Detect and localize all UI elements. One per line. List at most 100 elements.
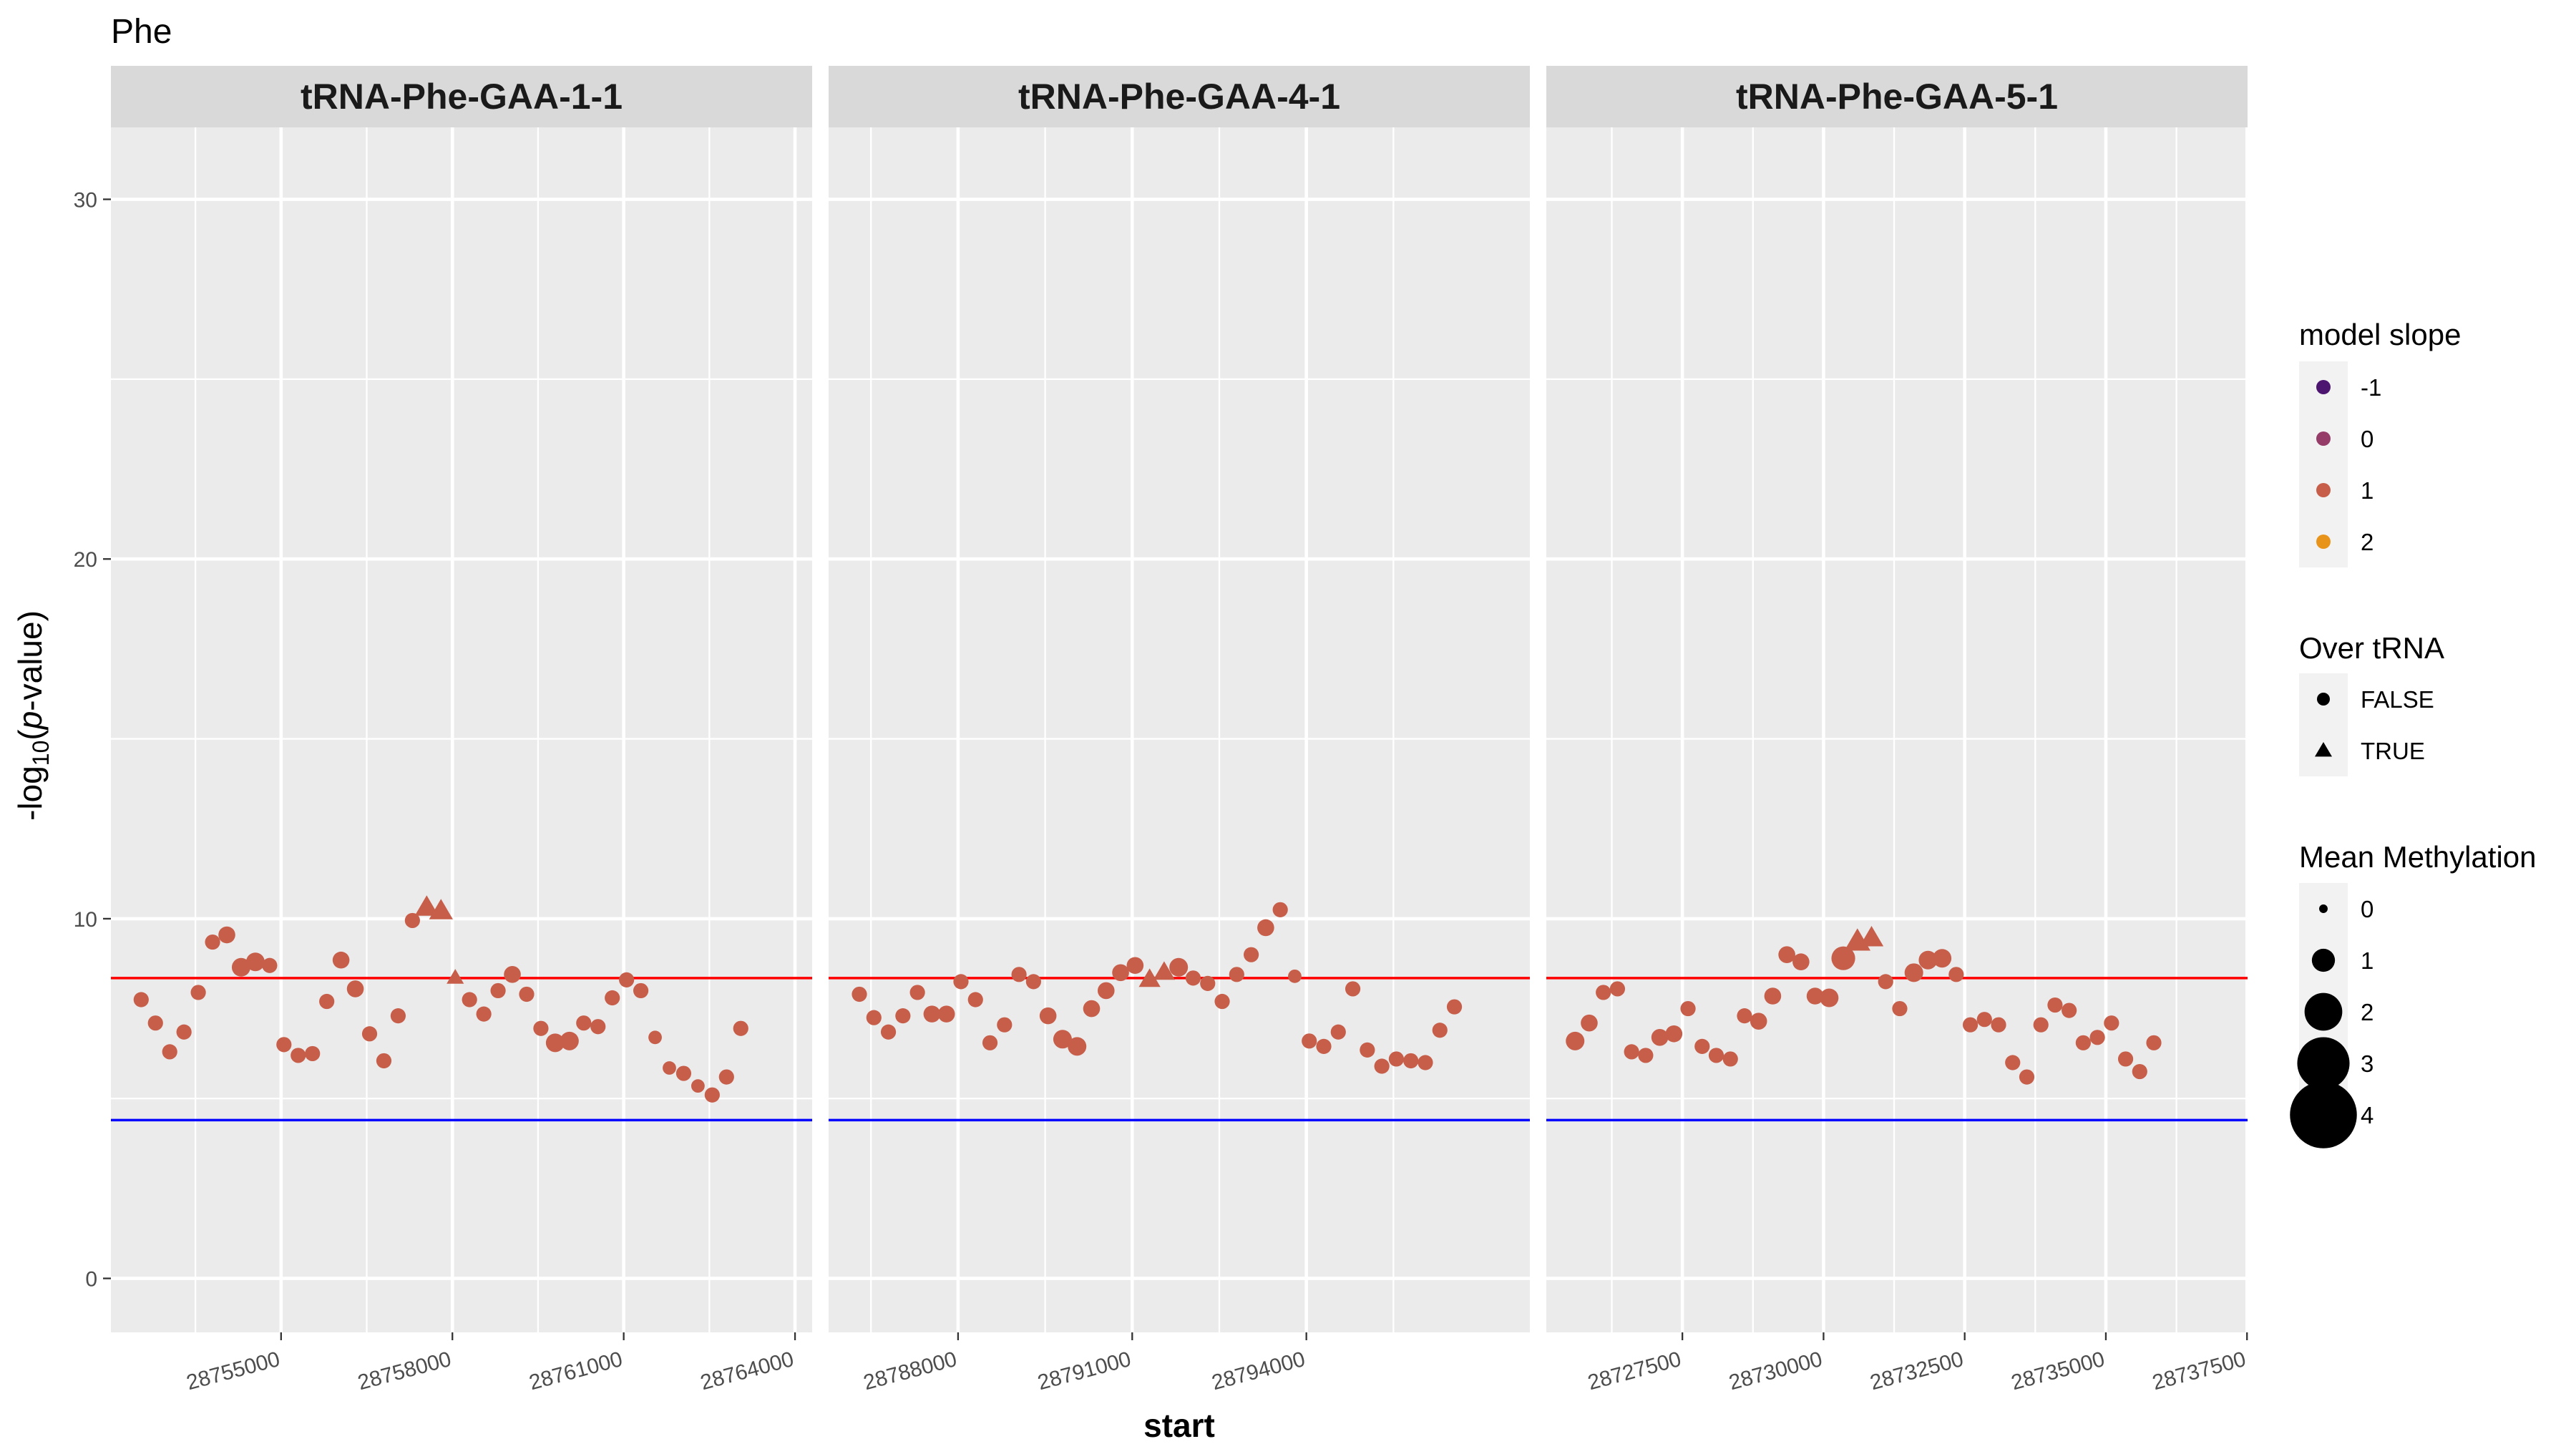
data-point bbox=[718, 1069, 734, 1085]
data-point bbox=[675, 1065, 692, 1081]
data-point bbox=[590, 1019, 606, 1035]
data-point bbox=[1374, 1058, 1390, 1074]
data-point bbox=[476, 1006, 492, 1022]
legend-circle-icon bbox=[2317, 693, 2330, 706]
data-point bbox=[1976, 1012, 1992, 1028]
legend-label: -1 bbox=[2361, 374, 2381, 401]
legend-swatch bbox=[2316, 535, 2331, 549]
data-point bbox=[245, 952, 265, 972]
data-point bbox=[2075, 1035, 2091, 1050]
facet-strip bbox=[1546, 66, 2248, 127]
legend-label: 0 bbox=[2361, 426, 2373, 452]
data-point bbox=[231, 957, 250, 977]
data-point bbox=[1388, 1051, 1405, 1067]
data-point bbox=[1053, 1030, 1072, 1049]
legend-swatch bbox=[2316, 483, 2331, 497]
data-point bbox=[1039, 1007, 1057, 1025]
facet-panels: tRNA-Phe-GAA-1-1 28755000 28758000 28761000… bbox=[111, 66, 2249, 1395]
data-point bbox=[576, 1015, 592, 1031]
legend-label: FALSE bbox=[2361, 686, 2434, 713]
legend-label: 4 bbox=[2361, 1102, 2373, 1128]
legend-title-over-trna: Over tRNA bbox=[2299, 631, 2444, 665]
data-point bbox=[262, 957, 278, 973]
data-point bbox=[390, 1008, 406, 1024]
data-point bbox=[997, 1017, 1013, 1033]
data-point bbox=[1243, 947, 1259, 962]
data-point bbox=[1360, 1042, 1375, 1058]
legend-title-model-slope: model slope bbox=[2299, 318, 2461, 351]
data-point bbox=[1665, 1025, 1683, 1043]
y-tick-label: 0 bbox=[85, 1268, 97, 1292]
legend-size-swatch bbox=[2290, 1081, 2357, 1148]
data-point bbox=[1418, 1055, 1433, 1070]
data-point bbox=[1126, 957, 1144, 975]
data-point bbox=[276, 1037, 292, 1053]
x-tick-label: 28730000 bbox=[1727, 1347, 1825, 1395]
x-tick-label: 28791000 bbox=[1035, 1347, 1133, 1395]
legend-swatch bbox=[2316, 380, 2331, 394]
data-point bbox=[1878, 974, 1893, 990]
data-point bbox=[2047, 997, 2063, 1013]
data-point bbox=[1432, 1023, 1448, 1038]
data-point bbox=[1097, 982, 1115, 1000]
x-tick-label: 28758000 bbox=[356, 1347, 454, 1395]
data-point bbox=[967, 992, 983, 1008]
data-point bbox=[305, 1045, 321, 1062]
data-point bbox=[176, 1024, 192, 1040]
legend-label: 1 bbox=[2361, 947, 2373, 974]
data-point bbox=[1948, 967, 1964, 982]
data-point bbox=[633, 982, 649, 999]
data-point bbox=[1083, 1000, 1101, 1018]
legend-label: TRUE bbox=[2361, 738, 2425, 764]
legend-triangle-icon bbox=[2315, 742, 2332, 757]
y-tick-label: 20 bbox=[74, 548, 97, 572]
x-tick-label: 28732500 bbox=[1868, 1347, 1966, 1395]
data-point bbox=[2005, 1055, 2021, 1070]
facet-strip-label: tRNA-Phe-GAA-4-1 bbox=[1018, 77, 1340, 117]
data-point bbox=[2132, 1063, 2147, 1080]
data-point bbox=[663, 1061, 676, 1075]
data-point bbox=[490, 982, 506, 999]
legend-label: 2 bbox=[2361, 999, 2373, 1025]
data-point bbox=[291, 1048, 306, 1063]
legend-size-swatch bbox=[2297, 1037, 2350, 1090]
data-point bbox=[1068, 1037, 1087, 1056]
data-point bbox=[1185, 970, 1201, 986]
legend-size-swatch bbox=[2304, 992, 2343, 1031]
data-point bbox=[704, 1087, 720, 1103]
data-point bbox=[1596, 985, 1611, 1000]
data-point bbox=[1831, 946, 1855, 970]
data-point bbox=[2062, 1002, 2077, 1018]
y-tick-label: 30 bbox=[74, 189, 97, 213]
data-point bbox=[1112, 964, 1129, 982]
data-point bbox=[1792, 953, 1810, 971]
data-point bbox=[504, 966, 521, 983]
data-point bbox=[361, 1026, 378, 1042]
data-point bbox=[1288, 969, 1302, 983]
data-point bbox=[147, 1015, 163, 1031]
data-point bbox=[1316, 1038, 1332, 1054]
data-point bbox=[1566, 1031, 1585, 1050]
data-point bbox=[1403, 1053, 1419, 1069]
data-point bbox=[1624, 1044, 1639, 1060]
data-point bbox=[133, 992, 149, 1008]
data-point bbox=[545, 1033, 565, 1053]
data-point bbox=[1025, 974, 1041, 990]
y-tick-label: 10 bbox=[74, 908, 97, 932]
data-point bbox=[1257, 919, 1274, 937]
data-point bbox=[1962, 1017, 1979, 1033]
data-point bbox=[519, 986, 535, 1002]
x-axis-title: start bbox=[1143, 1407, 1215, 1444]
data-point bbox=[1609, 981, 1626, 997]
facet-strip bbox=[111, 66, 812, 127]
data-point bbox=[1778, 946, 1795, 963]
data-point bbox=[1446, 999, 1463, 1015]
data-point bbox=[909, 985, 925, 1000]
data-point bbox=[691, 1079, 705, 1093]
data-point bbox=[162, 1044, 177, 1060]
data-point bbox=[2033, 1017, 2049, 1033]
data-point bbox=[852, 986, 867, 1002]
panel-background bbox=[111, 127, 812, 1332]
data-point bbox=[332, 951, 350, 969]
